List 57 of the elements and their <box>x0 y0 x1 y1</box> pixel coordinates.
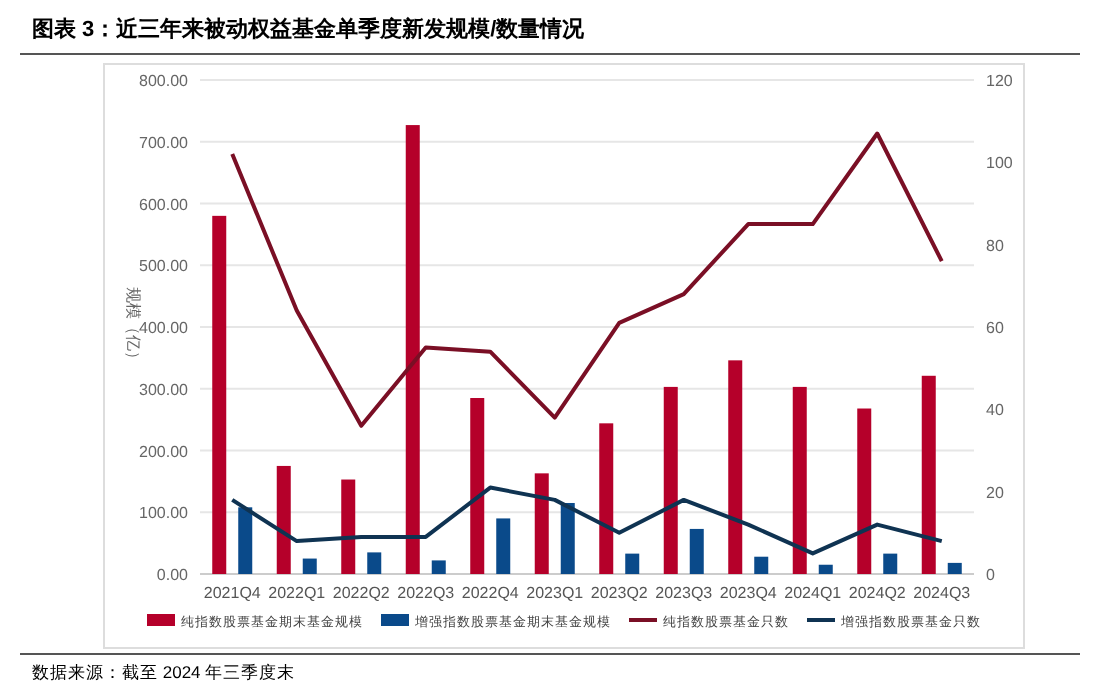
bar <box>883 553 898 574</box>
x-tick-label: 2022Q1 <box>268 584 327 602</box>
y2-tick-label: 100 <box>986 154 1014 173</box>
y-tick-label: 700.00 <box>139 133 190 152</box>
y-axis-title: 规模（亿） <box>124 287 142 367</box>
bar <box>818 564 833 574</box>
x-tick-label: 2023Q1 <box>526 584 585 602</box>
bar <box>857 408 872 574</box>
x-tick-label: 2023Q4 <box>719 584 778 602</box>
y2-tick-label: 60 <box>986 319 1005 337</box>
line-series <box>230 485 944 556</box>
bar <box>599 423 614 574</box>
bar <box>689 528 704 574</box>
bar <box>921 375 936 574</box>
y-tick-label: 300.00 <box>139 380 190 399</box>
bar <box>947 562 962 574</box>
y2-tick-label: 20 <box>986 483 1005 502</box>
y-tick-label: 800.00 <box>139 72 190 90</box>
bar <box>754 556 769 574</box>
bar <box>212 215 227 574</box>
bar <box>728 360 743 574</box>
chart-title: 图表 3：近三年来被动权益基金单季度新发规模/数量情况 <box>32 16 587 42</box>
x-tick-label: 2023Q2 <box>590 584 649 602</box>
bar <box>367 552 382 574</box>
bar <box>276 465 291 574</box>
bar <box>625 553 640 574</box>
bar <box>341 479 356 574</box>
y-tick-label: 0.00 <box>156 566 190 584</box>
bar <box>302 558 317 574</box>
x-tick-label: 2021Q4 <box>203 584 262 602</box>
y2-tick-label: 0 <box>986 566 996 584</box>
y-tick-label: 400.00 <box>139 319 190 337</box>
bar <box>496 518 511 574</box>
y-tick-label: 500.00 <box>139 257 190 276</box>
x-tick-label: 2022Q2 <box>332 584 391 602</box>
source-note: 数据来源：截至 2024 年三季度末 <box>32 662 296 682</box>
line-series <box>230 131 944 428</box>
bar <box>238 507 253 574</box>
bar <box>431 560 446 574</box>
x-tick-label: 2023Q3 <box>655 584 714 602</box>
y-tick-label: 100.00 <box>139 504 190 523</box>
bar <box>405 125 420 574</box>
x-tick-label: 2024Q3 <box>913 584 972 602</box>
y-tick-label: 600.00 <box>139 195 190 214</box>
y-tick-label: 200.00 <box>139 442 190 461</box>
y2-tick-label: 40 <box>986 401 1005 420</box>
bar <box>470 398 485 574</box>
y2-tick-label: 80 <box>986 236 1005 255</box>
x-tick-label: 2022Q4 <box>461 584 520 602</box>
x-tick-label: 2024Q1 <box>784 584 843 602</box>
x-tick-label: 2024Q2 <box>848 584 907 602</box>
bar <box>663 386 678 574</box>
bar <box>560 502 575 574</box>
bar <box>792 386 807 574</box>
bar <box>534 473 549 574</box>
x-tick-label: 2022Q3 <box>397 584 456 602</box>
y2-tick-label: 120 <box>986 72 1014 90</box>
